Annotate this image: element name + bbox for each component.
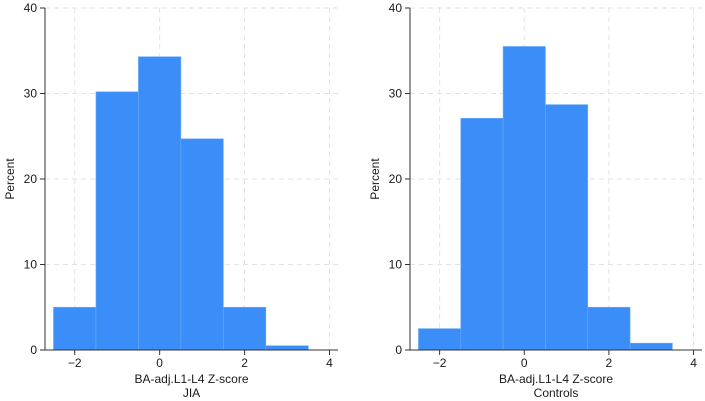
x-tick-label: −2 — [68, 356, 82, 370]
histogram-bar — [587, 306, 631, 351]
y-axis-label: Percent — [3, 158, 17, 200]
x-axis-label: BA-adj.L1-L4 Z-score — [134, 372, 248, 386]
x-tick-label: 4 — [326, 356, 333, 370]
histogram-bar — [180, 138, 224, 351]
panel-subtitle: JIA — [183, 386, 200, 400]
y-tick-label: 30 — [24, 87, 38, 101]
y-axis-label: Percent — [368, 158, 382, 200]
histogram-panel-controls: 0 10 20 30 40 −2 0 2 4 Percent BA-adj.L1-L4 Z-scor… — [368, 1, 702, 400]
y-tick-label: 40 — [24, 1, 38, 15]
histogram-panel-jia: 0 10 20 30 40 −2 0 2 4 Percent BA-adj.L1-L4 Z-scor… — [3, 1, 338, 400]
histogram-bar — [629, 342, 673, 351]
histogram-bar — [138, 56, 182, 351]
x-tick-label: 2 — [606, 356, 613, 370]
histogram-bar — [223, 306, 267, 351]
x-tick-label: 4 — [690, 356, 697, 370]
histogram-bar — [418, 328, 462, 351]
y-tick-label: 0 — [395, 343, 402, 357]
x-tick-label: 2 — [241, 356, 248, 370]
y-tick-label: 0 — [30, 343, 37, 357]
y-tick-label: 20 — [24, 172, 38, 186]
y-tick-label: 10 — [389, 258, 403, 272]
histogram-bar — [545, 104, 589, 351]
x-tick-label: −2 — [433, 356, 447, 370]
panel-subtitle: Controls — [534, 386, 579, 400]
histogram-bar — [460, 117, 504, 351]
x-tick-label: 0 — [521, 356, 528, 370]
histogram-bar — [502, 46, 546, 351]
y-tick-label: 10 — [24, 258, 38, 272]
y-tick-label: 40 — [389, 1, 403, 15]
y-tick-label: 20 — [389, 172, 403, 186]
histogram-bar — [53, 306, 97, 351]
x-tick-label: 0 — [156, 356, 163, 370]
y-tick-label: 30 — [389, 87, 403, 101]
x-axis-label: BA-adj.L1-L4 Z-score — [499, 372, 613, 386]
histogram-bar — [265, 345, 309, 351]
histogram-bar — [95, 91, 139, 351]
